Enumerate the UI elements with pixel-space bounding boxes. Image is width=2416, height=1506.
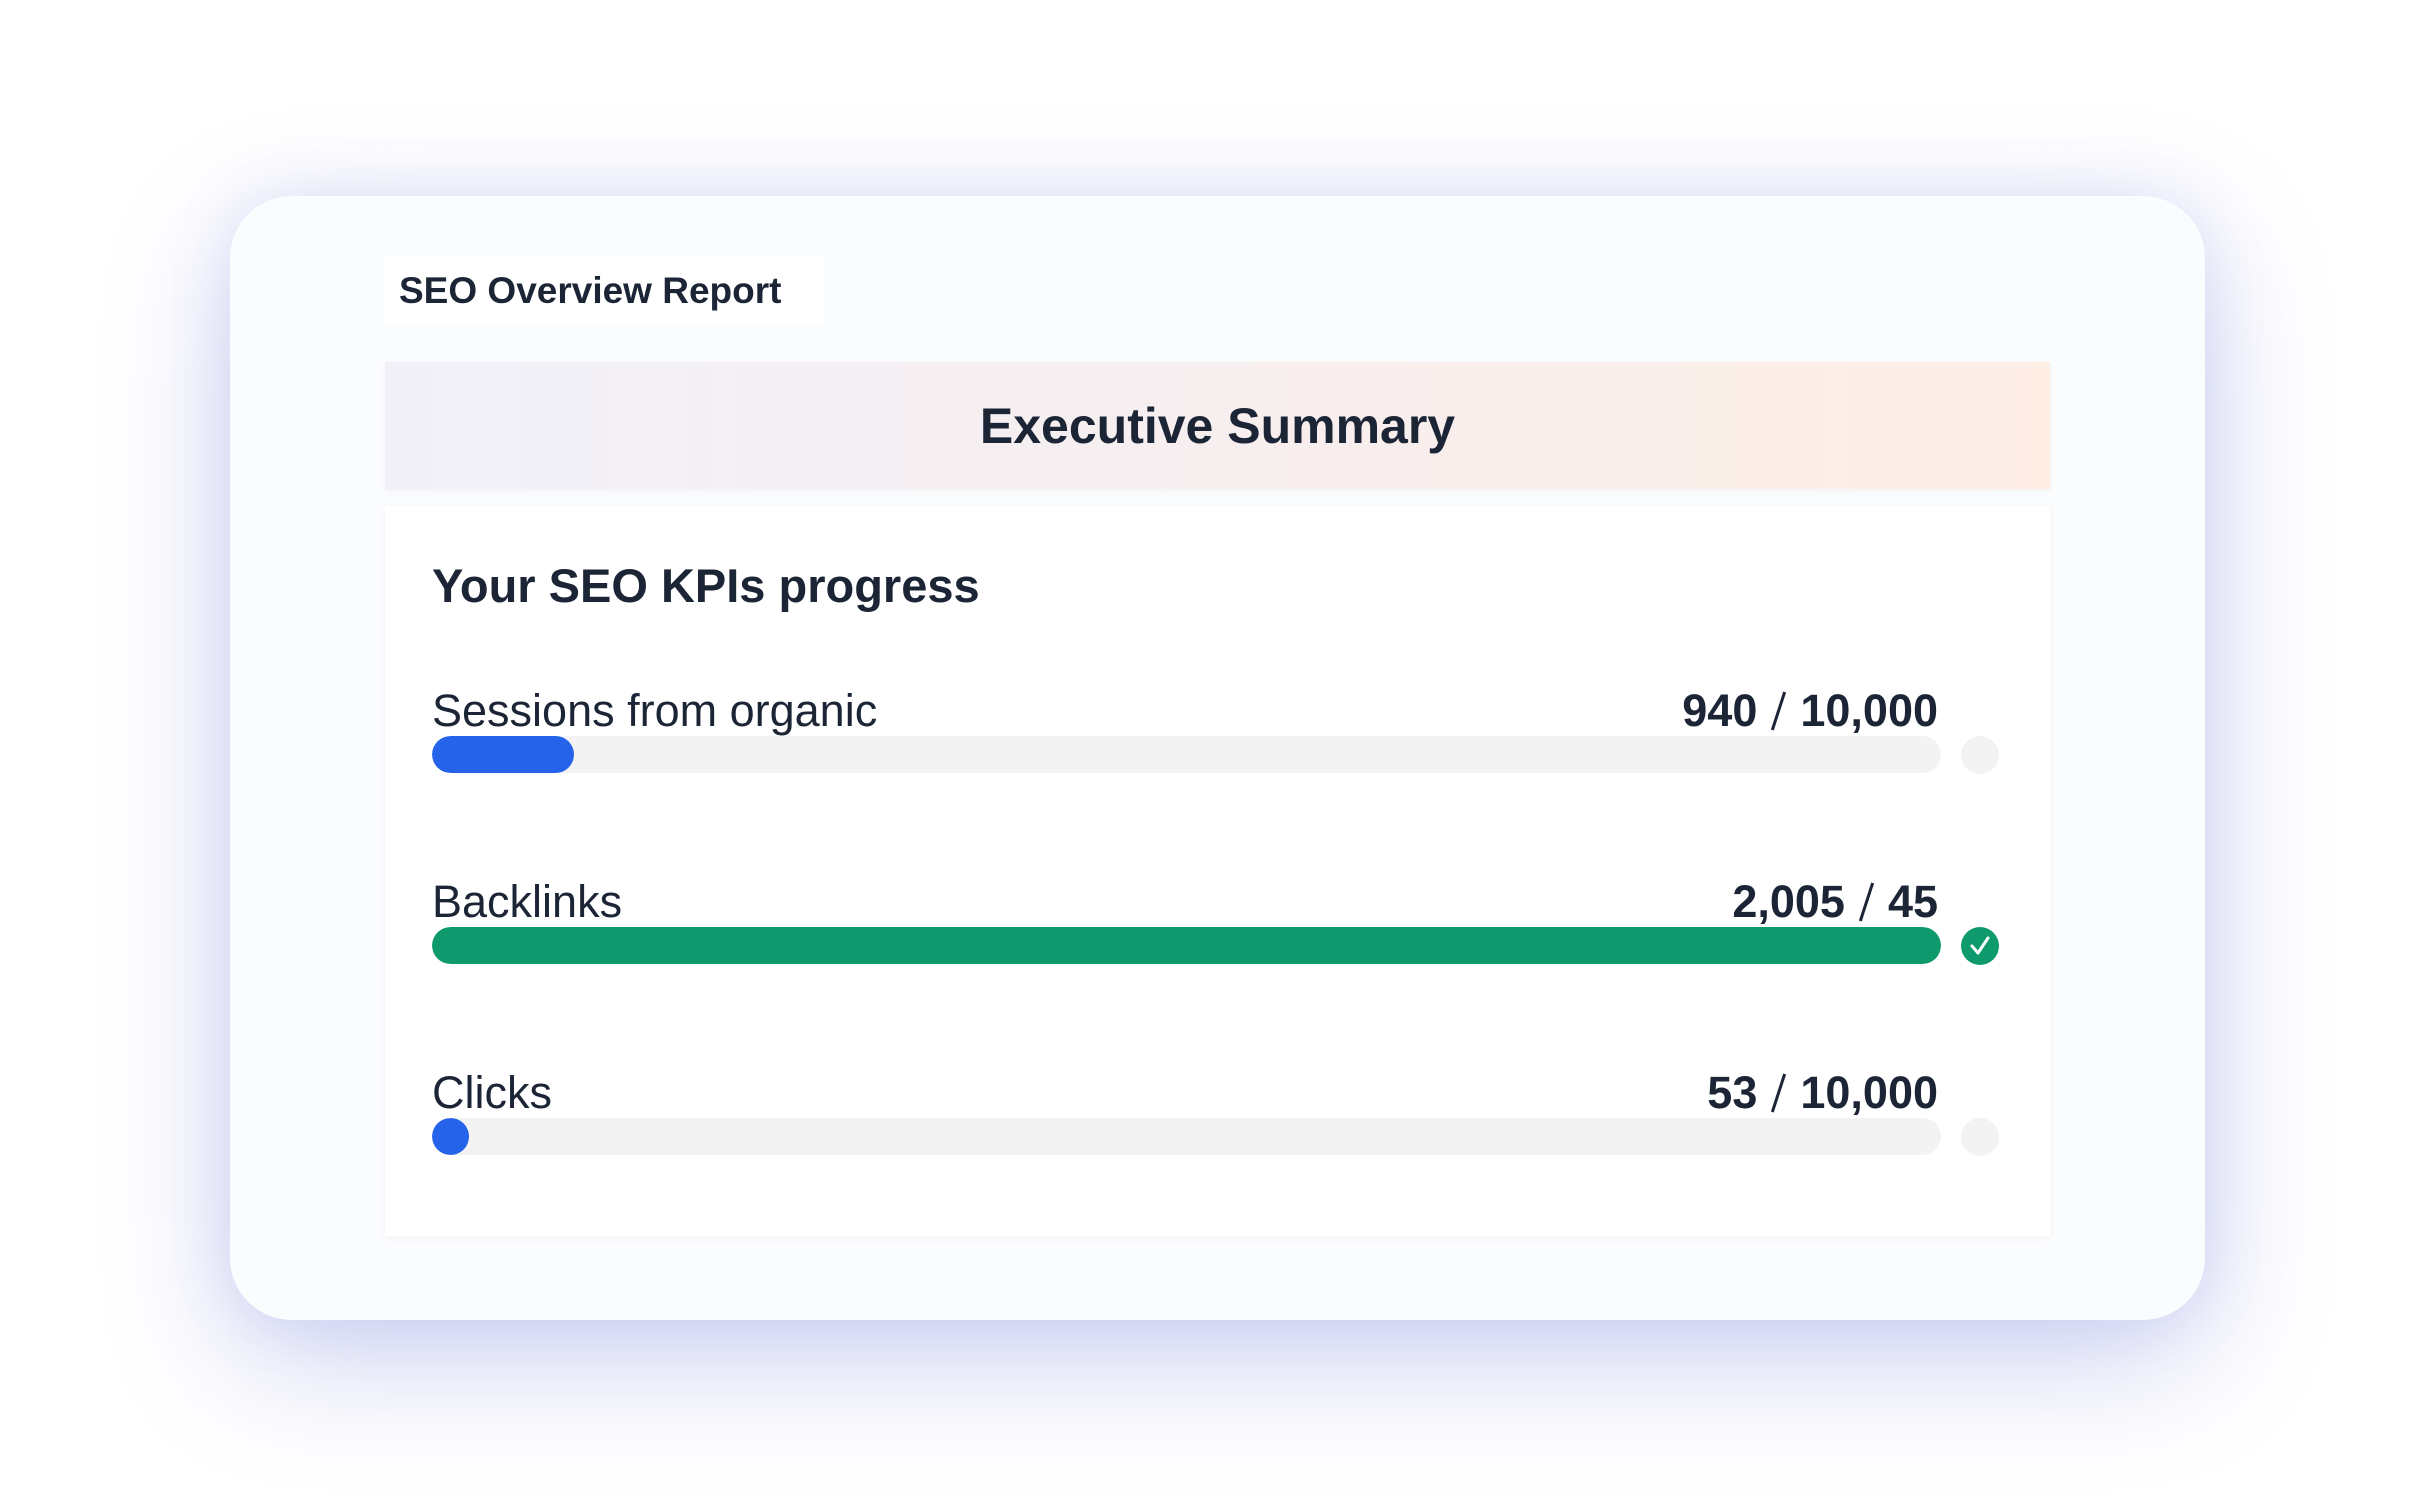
summary-banner: Executive Summary (385, 362, 2050, 489)
status-circle (1961, 1118, 1999, 1156)
check-icon (1970, 936, 1990, 955)
progress-track (432, 927, 1941, 964)
status-circle (1961, 927, 1999, 965)
kpi-value: 53 10,000 (1707, 1066, 1938, 1120)
kpi-label: Clicks (432, 1067, 552, 1118)
kpi-panel: Your SEO KPIs progress Sessions from org… (385, 506, 2050, 1236)
kpi-current: 940 (1682, 685, 1758, 736)
banner-title: Executive Summary (979, 397, 1456, 454)
progress-track (432, 1118, 1941, 1155)
panel-title: Your SEO KPIs progress (432, 559, 980, 612)
status-pending (1961, 736, 1999, 774)
status-complete (1961, 927, 1999, 965)
progress-fill (432, 736, 574, 773)
progress-fill (432, 927, 1941, 964)
status-circle (1961, 736, 1999, 774)
kpi-label: Sessions from organic (432, 685, 878, 736)
kpi-current: 2,005 (1732, 876, 1845, 927)
kpi-target: 10,000 (1800, 685, 1938, 736)
kpi-label: Backlinks (432, 876, 623, 927)
kpi-target: 45 (1887, 876, 1938, 927)
report-title: SEO Overview Report (385, 256, 823, 326)
separator (1771, 691, 1787, 731)
kpi-value: 940 10,000 (1682, 684, 1938, 738)
kpi-value: 2,005 45 (1732, 875, 1938, 929)
kpi-current: 53 (1707, 1067, 1758, 1118)
progress-track (432, 736, 1941, 773)
separator (1858, 882, 1875, 922)
separator (1771, 1073, 1787, 1113)
kpi-target: 10,000 (1800, 1067, 1938, 1118)
status-pending (1961, 1118, 1999, 1156)
progress-fill (432, 1118, 469, 1155)
